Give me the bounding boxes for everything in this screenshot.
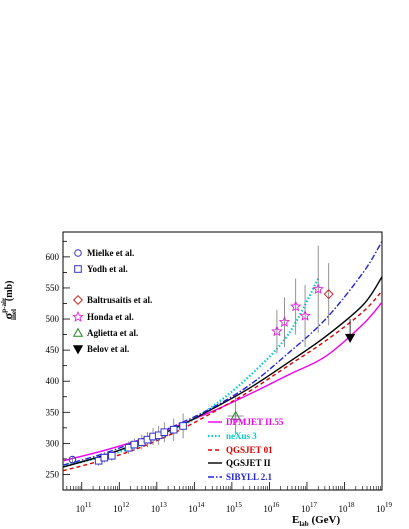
y-tick-label: 400 — [46, 376, 60, 386]
legend-marker-4 — [72, 327, 84, 337]
legend-label-exp-5: Belov et al. — [87, 344, 129, 354]
data-point-2-0 — [323, 289, 334, 300]
legend-label-exp-2: Baltrusaitis et al. — [87, 295, 152, 305]
legend-label-model-3: QGSJET II — [226, 458, 271, 468]
x-tick-label: 1014 — [188, 501, 205, 514]
y-tick-label: 600 — [46, 252, 60, 262]
data-point-1-1 — [100, 453, 109, 462]
legend-marker-1 — [74, 265, 82, 273]
y-axis-title-group: σp-airinel(mb) — [0, 281, 18, 320]
data-point-1-10 — [169, 425, 178, 434]
data-point-0-0 — [68, 455, 77, 464]
data-point-3-4 — [312, 283, 324, 295]
legend-label-exp-4: Aglietta et al. — [87, 328, 138, 338]
legend-label-model-2: QGSJET 01 — [226, 445, 273, 455]
x-axis-title: Elab (GeV) — [292, 514, 340, 528]
legend-label-exp-0: Mielke et al. — [87, 248, 134, 258]
data-point-4-0 — [230, 410, 241, 420]
legend-label-exp-3: Honda et al. — [87, 312, 134, 322]
data-point-1-9 — [160, 428, 169, 436]
plot-frame — [62, 231, 383, 491]
model-curve-4 — [62, 240, 383, 466]
x-tick-label: 1016 — [263, 501, 280, 514]
data-point-3-0 — [271, 325, 283, 337]
y-tick-label: 550 — [46, 283, 60, 293]
x-tick-label: 1017 — [301, 501, 318, 514]
y-tick-label: 250 — [46, 469, 60, 479]
legend-marker-3 — [72, 311, 84, 322]
legend-label-model-1: neXus 3 — [226, 431, 257, 441]
y-tick-label: 350 — [46, 407, 60, 417]
legend-label-model-0: DPMJET II.55 — [226, 417, 284, 427]
model-curve-1 — [62, 278, 320, 468]
y-tick-label: 450 — [46, 345, 60, 355]
y-tick-label: 500 — [46, 314, 60, 324]
y-tick-label: 300 — [46, 438, 60, 448]
data-point-1-4 — [130, 440, 139, 449]
y-axis-title: σp-airinel(mb) — [0, 281, 18, 320]
model-curve-2 — [62, 290, 383, 472]
legend-marker-5 — [72, 345, 84, 355]
x-tick-label: 1012 — [113, 501, 130, 514]
x-tick-label: 1019 — [376, 501, 393, 514]
legend-marker-2 — [72, 294, 84, 306]
data-point-3-1 — [278, 316, 291, 327]
legend-label-exp-1: Yodh et al. — [87, 264, 128, 274]
model-curve-0 — [62, 301, 383, 462]
data-point-3-2 — [290, 300, 302, 312]
data-point-3-3 — [299, 309, 311, 321]
x-tick-label: 1013 — [151, 501, 168, 514]
data-point-1-11 — [179, 422, 187, 430]
model-curve-3 — [62, 276, 383, 468]
x-tick-label: 1018 — [338, 501, 355, 514]
legend-label-model-4: SIBYLL 2.1 — [226, 472, 273, 482]
data-point-1-2 — [107, 452, 116, 460]
x-tick-label: 1015 — [226, 501, 243, 514]
x-tick-label: 1011 — [76, 501, 92, 514]
legend-marker-0 — [74, 249, 82, 257]
data-point-5-0 — [344, 333, 356, 344]
